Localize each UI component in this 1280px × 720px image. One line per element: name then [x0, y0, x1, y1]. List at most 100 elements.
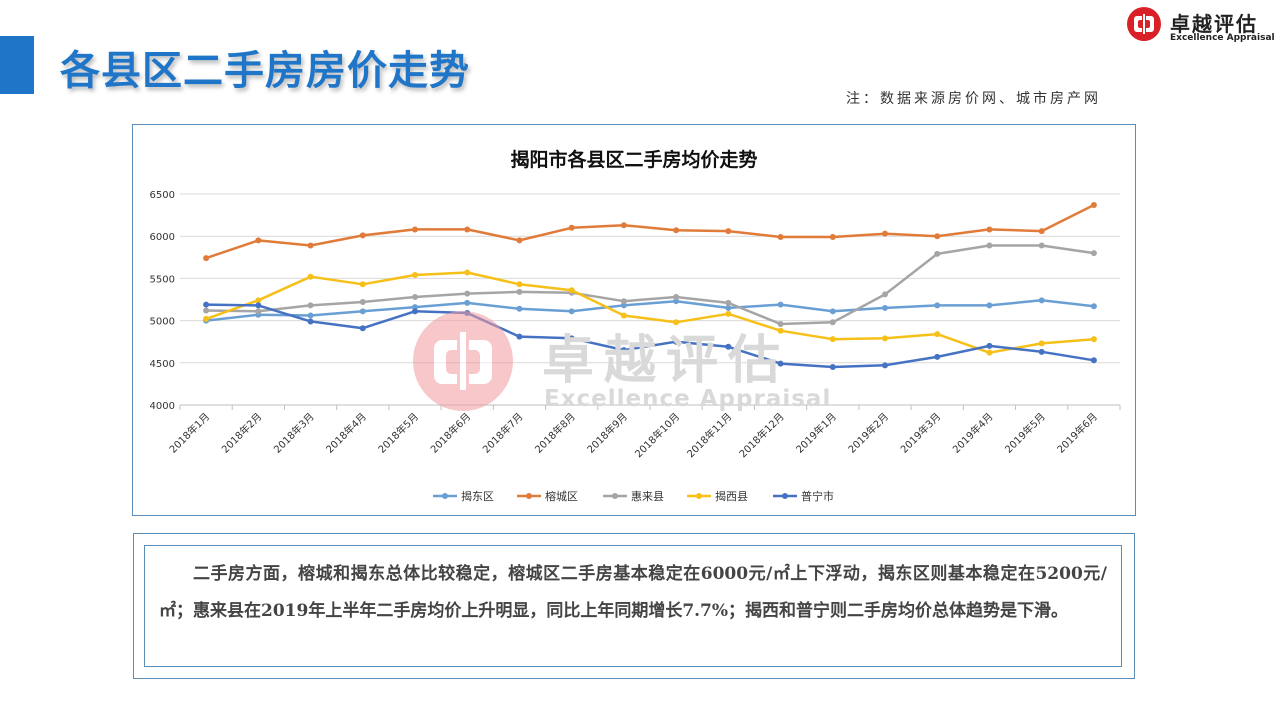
x-tick-label: 2018年4月: [323, 410, 369, 456]
data-point: [829, 308, 836, 315]
data-point: [620, 312, 627, 319]
data-point: [882, 230, 888, 237]
legend-label: 惠来县: [631, 489, 664, 503]
watermark-name-en: Excellence Appraisal: [544, 386, 832, 412]
legend-marker: [782, 493, 788, 499]
data-point: [934, 353, 941, 360]
data-point: [516, 237, 523, 244]
data-point: [1038, 340, 1045, 347]
data-point: [203, 255, 210, 262]
chart-series: [203, 201, 1097, 371]
chart-gridlines: [180, 193, 1120, 364]
data-point: [1038, 348, 1045, 355]
data-point: [620, 302, 627, 309]
data-point: [986, 242, 993, 249]
data-point: [882, 362, 888, 369]
data-point: [725, 304, 732, 311]
data-point: [307, 273, 314, 280]
data-point: [255, 302, 262, 309]
x-tick-label: 2019年5月: [1002, 410, 1048, 456]
data-point: [516, 333, 523, 340]
data-point: [829, 336, 836, 343]
data-point: [516, 305, 523, 312]
data-point: [464, 299, 471, 306]
x-tick-label: 2018年2月: [219, 410, 265, 456]
data-point: [1038, 242, 1045, 249]
legend-marker: [612, 493, 618, 499]
data-point: [829, 319, 836, 326]
data-point: [1090, 250, 1097, 257]
data-point: [620, 347, 627, 354]
data-point: [1090, 201, 1097, 208]
series-4: [203, 269, 1097, 356]
data-point: [673, 293, 680, 300]
data-point: [673, 227, 680, 234]
data-point: [934, 233, 941, 240]
data-point: [307, 242, 314, 249]
series-line: [204, 203, 1096, 260]
chart-legend: 揭东区 榕城区 惠来县 揭西县 普宁市: [433, 489, 834, 503]
data-point: [882, 291, 888, 298]
data-point: [673, 298, 680, 305]
legend-label: 揭西县: [715, 489, 748, 503]
x-tick-label: 2018年3月: [271, 410, 317, 456]
data-point: [1038, 228, 1045, 235]
data-point: [777, 301, 784, 308]
y-tick-label: 4500: [150, 359, 175, 370]
summary-text: 二手房方面，榕城和揭东总体比较稳定，榕城区二手房基本稳定在6000元/㎡上下浮动…: [159, 564, 1107, 621]
y-tick-label: 6500: [150, 190, 175, 201]
series-line: [204, 303, 1096, 369]
data-point: [359, 308, 366, 315]
data-point: [673, 319, 680, 326]
data-point: [359, 325, 366, 332]
source-note: 注：数据来源房价网、城市房产网: [846, 91, 1101, 107]
data-point: [412, 293, 418, 300]
data-point: [568, 224, 575, 231]
data-point: [412, 308, 418, 315]
legend-item: 榕城区: [517, 489, 578, 503]
data-point: [516, 281, 523, 288]
summary-outer-frame: [133, 533, 1135, 679]
legend-label: 揭东区: [461, 489, 494, 503]
data-point: [516, 288, 523, 295]
data-point: [412, 304, 418, 311]
data-point: [777, 320, 784, 327]
brand-logo-icon: [1127, 7, 1161, 41]
data-point: [725, 299, 732, 306]
y-tick-label: 5500: [150, 274, 175, 285]
data-point: [829, 364, 836, 371]
data-point: [986, 226, 993, 233]
data-point: [1090, 357, 1097, 364]
data-point: [359, 281, 366, 288]
series-2: [203, 201, 1097, 262]
x-tick-label: 2019年6月: [1054, 410, 1100, 456]
data-point: [359, 232, 366, 239]
data-point: [464, 290, 471, 297]
y-tick-label: 5000: [150, 317, 175, 328]
data-point: [777, 234, 784, 241]
data-point: [934, 250, 941, 257]
chart-title: 揭阳市各县区二手房均价走势: [510, 148, 757, 171]
data-point: [464, 269, 471, 276]
data-point: [882, 304, 888, 311]
data-point: [203, 307, 210, 314]
brand-name-cn: 卓越评估: [1170, 12, 1258, 36]
y-tick-label: 6000: [150, 232, 175, 243]
legend-item: 揭东区: [433, 489, 494, 503]
watermark-logo-icon: [413, 311, 513, 411]
data-point: [777, 327, 784, 334]
page-title: 各县区二手房房价走势: [60, 48, 470, 94]
chart-frame: 4000 4500 5000 5500 6000 6500 2018年1月 2018年2月 20…: [132, 124, 1136, 516]
data-point: [255, 308, 262, 315]
data-point: [307, 312, 314, 319]
data-point: [882, 335, 888, 342]
data-point: [568, 335, 575, 342]
series-line: [204, 271, 1096, 354]
data-point: [203, 301, 210, 308]
data-point: [777, 360, 784, 367]
data-point: [568, 308, 575, 315]
data-point: [620, 298, 627, 305]
x-tick-label: 2018年1月: [166, 410, 212, 456]
data-point: [829, 234, 836, 241]
series-5: [203, 301, 1097, 371]
